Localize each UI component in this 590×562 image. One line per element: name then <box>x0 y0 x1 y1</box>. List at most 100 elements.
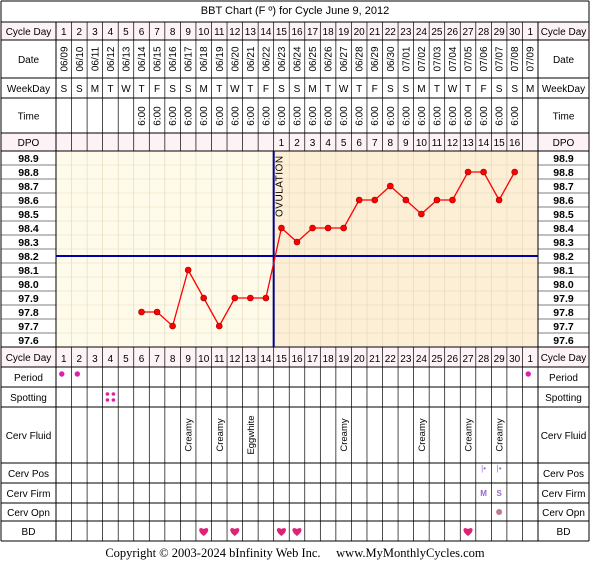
time-label: 6:00 <box>184 106 195 126</box>
temperature-plot-layer <box>56 151 538 536</box>
dpo-label: 9 <box>403 138 409 149</box>
date-label: 06/14 <box>137 46 148 71</box>
cycle-day-label: 28 <box>478 354 490 365</box>
spotting-marker <box>111 392 116 396</box>
temp-tick-label-left: 98.9 <box>18 153 39 165</box>
dpo-label: 8 <box>388 138 394 149</box>
row-label-left: Spotting <box>10 393 47 404</box>
chart-title: BBT Chart (F º) for Cycle June 9, 2012 <box>201 5 389 17</box>
cycle-day-label: 30 <box>509 354 521 365</box>
weekday-label: W <box>121 84 131 95</box>
cycle-day-label: 27 <box>462 27 474 38</box>
weekday-label: T <box>465 84 471 95</box>
cycle-day-label: 24 <box>416 27 428 38</box>
cycle-day-label: 20 <box>354 27 366 38</box>
temp-tick-label-left: 98.4 <box>18 223 39 235</box>
cycle-day-label: 15 <box>276 27 288 38</box>
cycle-day-label: 26 <box>447 354 459 365</box>
cycle-day-label: 1 <box>527 354 533 365</box>
temperature-point <box>324 224 332 232</box>
intercourse-heart-marker <box>463 528 473 536</box>
cycle-day-label: 23 <box>400 354 412 365</box>
weekday-label: M <box>526 84 534 95</box>
date-label: 06/26 <box>324 46 335 71</box>
time-label: 6:00 <box>168 106 179 126</box>
temperature-point <box>309 224 316 232</box>
weekday-label: S <box>403 84 410 95</box>
cycle-day-label: 11 <box>214 354 225 365</box>
cycle-day-label: 2 <box>77 27 83 38</box>
weekday-label: T <box>247 84 253 95</box>
time-label: 6:00 <box>370 106 381 126</box>
date-label: 06/15 <box>153 46 164 71</box>
date-label: 07/07 <box>495 46 506 71</box>
time-label: 6:00 <box>137 106 148 126</box>
cycle-day-label: 7 <box>154 354 160 365</box>
temperature-point <box>418 210 425 218</box>
cycle-day-label: 22 <box>385 27 397 38</box>
cycle-day-label: 29 <box>494 354 506 365</box>
cycle-day-label: 19 <box>338 27 350 38</box>
temp-tick-label-left: 98.8 <box>18 167 39 179</box>
row-label-right: Cerv Firm <box>542 489 586 500</box>
cycle-day-label: 20 <box>354 354 366 365</box>
dpo-label: 2 <box>294 138 300 149</box>
weekday-label: F <box>154 84 160 95</box>
temperature-point <box>464 168 472 176</box>
row-label-left: DPO <box>18 138 40 149</box>
period-marker <box>74 371 81 377</box>
cerv-fluid-label: Creamy <box>417 418 428 452</box>
weekday-label: W <box>448 84 458 95</box>
row-label-left: WeekDay <box>7 84 50 95</box>
cerv-fluid-label: Creamy <box>184 418 195 452</box>
weekday-label: S <box>387 84 394 95</box>
dpo-label: 3 <box>310 138 316 149</box>
date-label: 07/08 <box>510 46 521 71</box>
date-label: 07/06 <box>479 46 490 71</box>
temp-tick-label-right: 98.0 <box>553 279 574 291</box>
time-label: 6:00 <box>199 106 210 126</box>
temperature-point <box>138 308 145 316</box>
weekday-label: S <box>60 84 67 95</box>
temperature-point <box>495 196 503 204</box>
cycle-day-label: 5 <box>123 354 129 365</box>
temperature-point <box>371 196 379 204</box>
row-label-right: Period <box>549 373 578 384</box>
temp-tick-label-right: 98.9 <box>553 153 574 165</box>
ovulation-label: OVULATION <box>275 155 286 217</box>
cerv-fluid-label: Eggwhite <box>246 415 257 454</box>
cycle-day-label: 6 <box>139 27 145 38</box>
date-label: 06/19 <box>215 46 226 71</box>
cycle-day-label: 3 <box>92 354 98 365</box>
time-label: 6:00 <box>293 106 304 126</box>
date-label: 06/24 <box>293 46 304 71</box>
cycle-day-label: 10 <box>198 27 210 38</box>
cycle-day-label: 16 <box>291 354 303 365</box>
temp-tick-label-left: 98.3 <box>18 237 39 249</box>
intercourse-heart-marker <box>230 528 240 536</box>
cycle-day-label: 28 <box>478 27 490 38</box>
row-label-right: DPO <box>553 138 575 149</box>
cycle-day-label: 1 <box>61 354 67 365</box>
header-row-background <box>1 347 589 367</box>
weekday-label: T <box>138 84 144 95</box>
weekday-label: S <box>511 84 518 95</box>
weekday-label: M <box>200 84 208 95</box>
cycle-day-label: 1 <box>527 27 533 38</box>
temperature-point <box>402 196 410 204</box>
weekday-label: M <box>91 84 99 95</box>
date-label: 06/30 <box>386 46 397 71</box>
weekday-label: T <box>107 84 113 95</box>
period-marker <box>59 371 65 377</box>
cycle-day-label: 5 <box>123 27 129 38</box>
cerv-fluid-label: Creamy <box>464 418 475 452</box>
row-label-right: Cycle Day <box>541 27 587 38</box>
date-label: 06/20 <box>230 46 241 71</box>
cycle-day-label: 15 <box>276 354 288 365</box>
temp-tick-label-right: 98.4 <box>553 223 574 235</box>
dpo-label: 1 <box>279 138 285 149</box>
temperature-point <box>215 322 223 330</box>
cycle-day-label: 6 <box>139 354 145 365</box>
temperature-point <box>511 168 518 176</box>
